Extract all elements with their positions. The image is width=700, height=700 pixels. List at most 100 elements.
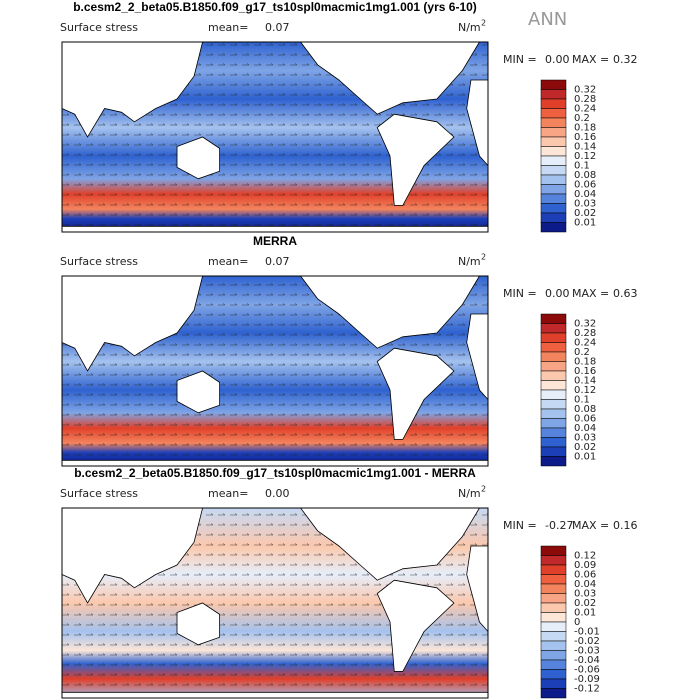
colorbar-box	[540, 332, 567, 343]
colorbar-box	[540, 427, 567, 438]
colorbar-label: 0.08	[574, 170, 596, 181]
min-value: -0.27	[545, 519, 573, 532]
colorbar-label: 0.18	[574, 357, 596, 368]
min-value: 0.00	[545, 287, 570, 300]
colorbar-box	[540, 174, 567, 185]
continent	[176, 136, 221, 180]
mean-label: mean=	[208, 487, 248, 500]
colorbar-box	[540, 184, 567, 195]
colorbar-label: 0.02	[574, 208, 596, 219]
colorbar-box	[540, 342, 567, 353]
max-value: 0.16	[613, 519, 638, 532]
min-label: MIN =	[503, 53, 537, 66]
colorbar-box	[540, 389, 567, 400]
min-label: MIN =	[503, 287, 537, 300]
units-exponent: 2	[481, 253, 486, 262]
colorbar-label: 0.12	[574, 551, 596, 562]
colorbar-label: 0.06	[574, 180, 596, 191]
mean-label: mean=	[208, 255, 248, 268]
units-exponent: 2	[481, 19, 486, 28]
colorbar-box	[540, 165, 567, 176]
colorbar-label: 0.32	[574, 319, 596, 330]
colorbar-box	[540, 650, 567, 661]
colorbar-box	[540, 127, 567, 138]
colorbar-box	[540, 408, 567, 419]
colorbar-box	[540, 446, 567, 457]
continent	[376, 113, 455, 206]
colorbar-label: 0.14	[574, 142, 596, 153]
colorbar-box	[540, 380, 567, 391]
max-value: 0.32	[613, 53, 638, 66]
season-label: ANN	[528, 9, 567, 30]
max-label: MAX =	[572, 519, 609, 532]
colorbar-box	[540, 203, 567, 214]
continent	[176, 602, 221, 646]
colorbar-label: 0.06	[574, 414, 596, 425]
variable-label: Surface stress	[60, 487, 138, 500]
colorbar-label: 0.12	[574, 385, 596, 396]
colorbar-label: 0.03	[574, 199, 596, 210]
colorbar-box	[540, 437, 567, 448]
colorbar-box	[540, 583, 567, 594]
colorbar-label: -0.12	[574, 684, 600, 695]
colorbar-box	[540, 351, 567, 362]
continent	[61, 507, 204, 604]
colorbar-label: 0.14	[574, 376, 596, 387]
colorbar-box	[540, 640, 567, 651]
colorbar-label: 0.03	[574, 433, 596, 444]
panel-title: b.cesm2_2_beta05.B1850.f09_g17_ts10spl0m…	[73, 0, 477, 14]
colorbar-label: 0.2	[574, 347, 590, 358]
colorbar-label: 0.06	[574, 570, 596, 581]
colorbar-box	[540, 98, 567, 109]
colorbar-label: 0	[574, 617, 580, 628]
colorbar-label: -0.01	[574, 627, 600, 638]
colorbar-label: 0.12	[574, 151, 596, 162]
max-label: MAX =	[572, 287, 609, 300]
colorbar-label: 0.09	[574, 560, 596, 571]
continent	[299, 41, 481, 115]
colorbar-label: 0.18	[574, 123, 596, 134]
colorbar-label: 0.01	[574, 452, 596, 463]
colorbar-box	[540, 564, 567, 575]
mean-value: 0.00	[265, 487, 290, 500]
variable-label: Surface stress	[60, 21, 138, 34]
colorbar-box	[540, 574, 567, 585]
colorbar-label: -0.02	[574, 636, 600, 647]
colorbar-box	[540, 108, 567, 119]
colorbar-label: 0.1	[574, 395, 590, 406]
colorbar-box	[540, 212, 567, 223]
map-frame	[61, 41, 489, 233]
colorbar-label: 0.28	[574, 94, 596, 105]
colorbar-box	[540, 418, 567, 429]
colorbar-box	[540, 456, 567, 467]
max-value: 0.63	[613, 287, 638, 300]
colorbar-label: 0.16	[574, 132, 596, 143]
units: N/m	[458, 21, 481, 34]
continent	[466, 545, 489, 633]
colorbar-box	[540, 89, 567, 100]
continent	[61, 275, 204, 372]
colorbar-label: 0.2	[574, 113, 590, 124]
colorbar-label: 0.08	[574, 404, 596, 415]
colorbar-label: 0.02	[574, 598, 596, 609]
colorbar-box	[540, 79, 567, 90]
colorbar-box	[540, 323, 567, 334]
continent	[61, 41, 204, 138]
variable-label: Surface stress	[60, 255, 138, 268]
units: N/m	[458, 487, 481, 500]
colorbar-box	[540, 621, 567, 632]
continent	[376, 579, 455, 672]
continent	[61, 459, 489, 467]
continent	[466, 313, 489, 401]
colorbar-label: 0.04	[574, 189, 596, 200]
max-label: MAX =	[572, 53, 609, 66]
continent	[299, 507, 481, 581]
colorbar-label: 0.04	[574, 579, 596, 590]
colorbar-box	[540, 399, 567, 410]
colorbar-box	[540, 193, 567, 204]
continent	[176, 370, 221, 414]
continent	[466, 79, 489, 167]
continent	[299, 275, 481, 349]
colorbar-label: 0.04	[574, 423, 596, 434]
